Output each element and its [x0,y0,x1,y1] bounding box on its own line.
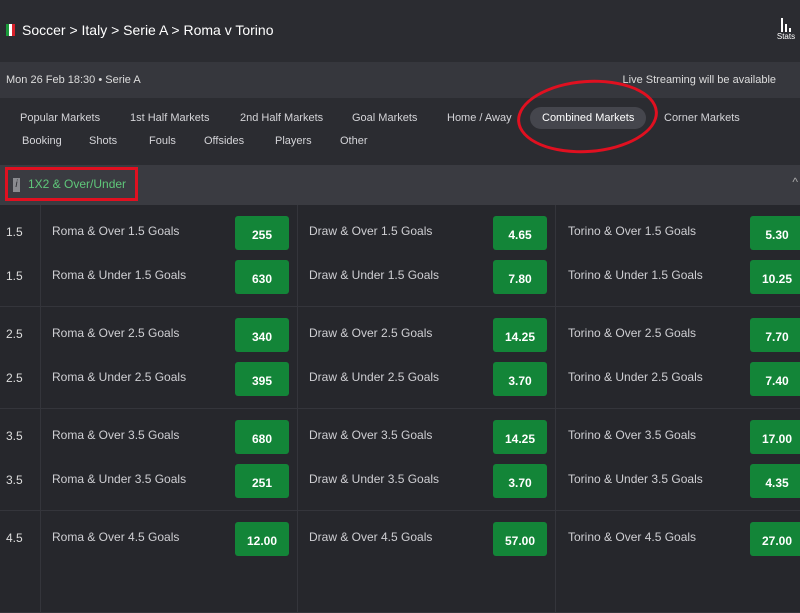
market-tabs: Popular Markets 1st Half Markets 2nd Half … [0,98,800,165]
column-divider [555,511,556,612]
selection-label: Torino & Over 3.5 Goals [568,428,697,442]
column-divider [40,205,41,306]
tab-other[interactable]: Other [340,135,368,147]
streaming-notice: Live Streaming will be available [622,74,776,86]
stats-label: Stats [776,32,796,41]
odds-button[interactable]: 680 [235,420,289,454]
chevron-up-icon[interactable]: ^ [792,175,798,189]
odds-button[interactable]: 255 [235,216,289,250]
odds-button[interactable]: 4.35 [750,464,800,498]
selection-label: Draw & Under 1.5 Goals [309,268,440,282]
selection-label: Draw & Over 4.5 Goals [309,530,433,544]
highlight-box [5,167,138,201]
line-value: 1.5 [6,269,23,283]
stats-button[interactable]: Stats [772,16,800,41]
column-divider [555,307,556,408]
odds-button[interactable]: 395 [235,362,289,396]
market-group: 3.5 Roma & Over 3.5 Goals 680 Draw & Over 3… [0,409,800,511]
selection-label: Draw & Under 2.5 Goals [309,370,440,384]
odds-button[interactable]: 5.30 [750,216,800,250]
odds-button[interactable]: 27.00 [750,522,800,556]
section-title: 1X2 & Over/Under [28,177,127,191]
selection-label: Draw & Over 1.5 Goals [309,224,433,238]
breadcrumb[interactable]: Soccer > Italy > Serie A > Roma v Torino [22,22,274,38]
line-value: 3.5 [6,429,23,443]
odds-button[interactable]: 4.65 [493,216,547,250]
selection-label: Roma & Under 1.5 Goals [52,268,187,282]
tab-combined-markets[interactable]: Combined Markets [530,107,647,129]
selection-label: Torino & Under 3.5 Goals [568,472,703,486]
odds-button[interactable]: 57.00 [493,522,547,556]
tab-home-away[interactable]: Home / Away [447,112,512,124]
line-value: 4.5 [6,531,23,545]
column-divider [555,409,556,510]
selection-label: Roma & Over 3.5 Goals [52,428,180,442]
selection-label: Draw & Under 3.5 Goals [309,472,440,486]
column-divider [297,511,298,612]
column-divider [40,409,41,510]
column-divider [297,307,298,408]
column-divider [297,205,298,306]
odds-button[interactable]: 3.70 [493,464,547,498]
line-value: 2.5 [6,327,23,341]
tab-shots[interactable]: Shots [89,135,118,147]
odds-button[interactable]: 251 [235,464,289,498]
tab-popular-markets[interactable]: Popular Markets [20,112,101,124]
tab-booking[interactable]: Booking [22,135,62,147]
selection-label: Roma & Over 2.5 Goals [52,326,180,340]
tab-fouls[interactable]: Fouls [149,135,176,147]
event-info-bar: Mon 26 Feb 18:30 • Serie A Live Streamin… [0,62,800,98]
odds-button[interactable]: 7.70 [750,318,800,352]
italy-flag-icon [6,24,15,36]
selection-label: Torino & Under 1.5 Goals [568,268,703,282]
odds-button[interactable]: 7.80 [493,260,547,294]
odds-button[interactable]: 14.25 [493,318,547,352]
event-date: Mon 26 Feb 18:30 • Serie A [6,74,141,86]
line-value: 1.5 [6,225,23,239]
odds-button[interactable]: 3.70 [493,362,547,396]
selection-label: Draw & Over 2.5 Goals [309,326,433,340]
selection-label: Roma & Over 4.5 Goals [52,530,180,544]
selection-label: Draw & Over 3.5 Goals [309,428,433,442]
selection-label: Roma & Over 1.5 Goals [52,224,180,238]
selection-label: Torino & Over 1.5 Goals [568,224,697,238]
tab-corner-markets[interactable]: Corner Markets [664,112,740,124]
selection-label: Roma & Under 3.5 Goals [52,472,187,486]
odds-button[interactable]: 7.40 [750,362,800,396]
event-header: Soccer > Italy > Serie A > Roma v Torino… [0,0,800,62]
market-group: 4.5 Roma & Over 4.5 Goals 12.00 Draw & Over… [0,511,800,613]
market-section-header[interactable]: i 1X2 & Over/Under ^ [0,165,800,205]
tab-players[interactable]: Players [275,135,312,147]
column-divider [40,307,41,408]
market-group: 2.5 Roma & Over 2.5 Goals 340 Draw & Over 2… [0,307,800,409]
odds-button[interactable]: 340 [235,318,289,352]
column-divider [40,511,41,612]
info-icon[interactable]: i [13,178,20,192]
column-divider [555,205,556,306]
stats-icon [772,16,800,32]
selection-label: Torino & Under 2.5 Goals [568,370,703,384]
odds-button[interactable]: 12.00 [235,522,289,556]
odds-button[interactable]: 10.25 [750,260,800,294]
odds-button[interactable]: 630 [235,260,289,294]
odds-button[interactable]: 17.00 [750,420,800,454]
line-value: 3.5 [6,473,23,487]
tab-goal-markets[interactable]: Goal Markets [352,112,418,124]
tab-offsides[interactable]: Offsides [204,135,245,147]
selection-label: Torino & Over 2.5 Goals [568,326,697,340]
tab-1st-half-markets[interactable]: 1st Half Markets [130,112,210,124]
market-group: 1.5 Roma & Over 1.5 Goals 255 Draw & Over 1… [0,205,800,307]
line-value: 2.5 [6,371,23,385]
selection-label: Torino & Over 4.5 Goals [568,530,697,544]
column-divider [297,409,298,510]
odds-button[interactable]: 14.25 [493,420,547,454]
selection-label: Roma & Under 2.5 Goals [52,370,187,384]
tab-2nd-half-markets[interactable]: 2nd Half Markets [240,112,324,124]
